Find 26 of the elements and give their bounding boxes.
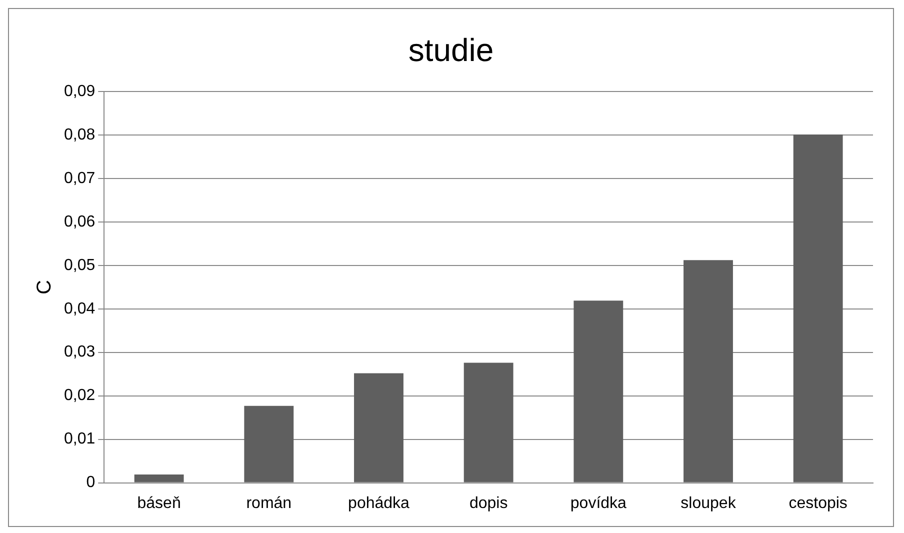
x-tick-label: cestopis xyxy=(788,494,848,512)
y-tick-label: 0,05 xyxy=(64,256,96,274)
y-tick-label: 0,01 xyxy=(64,430,96,448)
bar xyxy=(464,362,514,482)
y-tick-label: 0,08 xyxy=(64,126,96,144)
x-tick-label: sloupek xyxy=(680,494,737,512)
bar xyxy=(244,406,294,482)
y-tick-label: 0,04 xyxy=(64,300,96,318)
x-tick-label: román xyxy=(246,494,292,512)
bar xyxy=(134,474,184,482)
bar xyxy=(574,300,624,482)
bar xyxy=(793,134,843,482)
chart-title: studie xyxy=(408,32,494,68)
y-tick-label: 0,09 xyxy=(64,82,96,100)
y-axis-title: C xyxy=(34,280,56,294)
x-tick-label: povídka xyxy=(570,494,627,512)
y-tick-label: 0,06 xyxy=(64,213,96,230)
bar xyxy=(684,260,733,482)
x-tick-label: pohádka xyxy=(348,494,410,512)
y-tick-label: 0,02 xyxy=(64,387,96,404)
y-tick-label: 0,03 xyxy=(64,344,96,361)
y-tick-label: 0 xyxy=(86,474,96,492)
bar xyxy=(354,373,404,482)
y-tick-label: 0,07 xyxy=(64,170,96,187)
x-tick-label: dopis xyxy=(469,494,508,512)
x-tick-label: báseň xyxy=(137,494,181,512)
